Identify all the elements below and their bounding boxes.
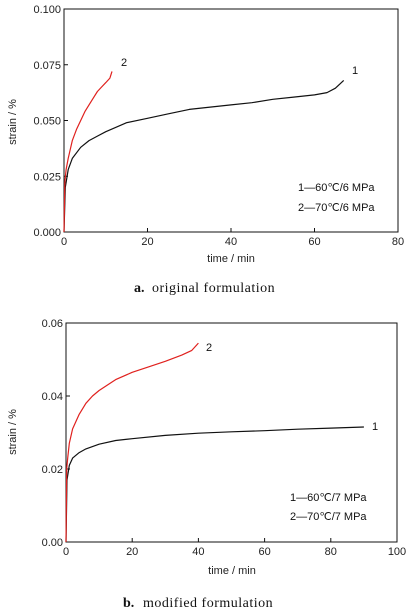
chart-a-xtick-label: 20 bbox=[141, 236, 153, 248]
chart-b-plot-frame bbox=[65, 322, 398, 543]
chart-b-ylabel: strain / % bbox=[7, 409, 19, 455]
chart-b-series-1-label: 1 bbox=[372, 421, 378, 433]
chart-a-xtick-label: 80 bbox=[392, 236, 404, 248]
chart-a-caption-text: original formulation bbox=[152, 281, 275, 296]
chart-a-series-2-label: 2 bbox=[121, 57, 127, 69]
chart-a-xtick-label: 40 bbox=[225, 236, 237, 248]
chart-a: strain / % time / min 1—60℃/6 MPa 2—70℃/… bbox=[7, 4, 404, 296]
chart-b-xtick-label: 40 bbox=[192, 546, 204, 558]
chart-b-legend-entry-1: 1—60℃/7 MPa bbox=[290, 492, 367, 504]
chart-a-series-1-line bbox=[63, 79, 345, 233]
chart-b-caption-text: modified formulation bbox=[143, 596, 273, 611]
chart-b-xlabel: time / min bbox=[208, 565, 256, 577]
chart-a-xtick-label: 60 bbox=[308, 236, 320, 248]
chart-a-series-2-line bbox=[63, 71, 113, 233]
chart-b: strain / % time / min 1—60℃/7 MPa 2—70℃/… bbox=[7, 318, 406, 611]
chart-a-xlabel: time / min bbox=[207, 253, 255, 265]
chart-b-xtick-label: 20 bbox=[126, 546, 138, 558]
chart-b-ytick-label: 0.04 bbox=[42, 391, 63, 403]
chart-b-caption-letter: b. bbox=[123, 596, 134, 611]
chart-b-legend-entry-2: 2—70℃/7 MPa bbox=[290, 511, 367, 523]
chart-a-ytick-label: 0.100 bbox=[33, 4, 61, 16]
chart-b-ytick-label: 0.02 bbox=[42, 464, 63, 476]
chart-b-legend: 1—60℃/7 MPa 2—70℃/7 MPa bbox=[290, 492, 367, 523]
chart-b-caption: b. modified formulation bbox=[123, 596, 273, 611]
chart-a-caption: a. original formulation bbox=[134, 281, 275, 296]
chart-a-series-1-label: 1 bbox=[352, 65, 358, 77]
chart-a-legend-entry-1: 1—60℃/6 MPa bbox=[298, 182, 375, 194]
chart-a-ytick-label: 0.050 bbox=[33, 116, 61, 128]
chart-a-caption-letter: a. bbox=[134, 281, 145, 296]
chart-b-series-2-label: 2 bbox=[206, 342, 212, 354]
chart-b-xtick-label: 80 bbox=[325, 546, 337, 558]
chart-b-ytick-label: 0.06 bbox=[42, 318, 63, 330]
chart-b-xtick-label: 0 bbox=[63, 546, 69, 558]
chart-a-plot-frame bbox=[63, 8, 399, 233]
chart-b-series-2-line bbox=[65, 342, 199, 543]
chart-a-xtick-label: 0 bbox=[61, 236, 67, 248]
chart-a-ylabel: strain / % bbox=[7, 99, 19, 145]
chart-a-ytick-label: 0.025 bbox=[33, 171, 61, 183]
chart-a-legend: 1—60℃/6 MPa 2—70℃/6 MPa bbox=[298, 182, 375, 214]
chart-a-legend-entry-2: 2—70℃/6 MPa bbox=[298, 202, 375, 214]
chart-a-ytick-label: 0.000 bbox=[33, 227, 61, 239]
chart-a-ytick-label: 0.075 bbox=[33, 60, 61, 72]
chart-b-series-1-line bbox=[65, 426, 364, 543]
chart-b-ytick-label: 0.00 bbox=[42, 537, 63, 549]
chart-b-xtick-label: 60 bbox=[258, 546, 270, 558]
chart-b-xtick-label: 100 bbox=[388, 546, 406, 558]
